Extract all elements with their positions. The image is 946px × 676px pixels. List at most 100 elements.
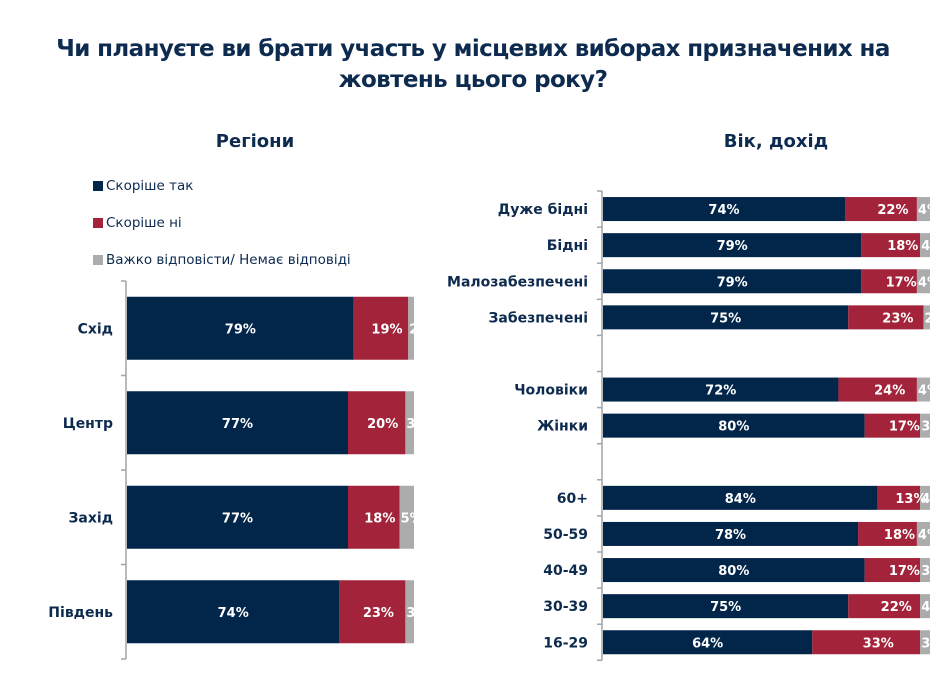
age-income-bar-hard [920,413,930,438]
age-income-value-label-no: 24% [874,384,905,399]
age-income-bar-hard [916,521,930,546]
legend-label-hard: Важко відповісти/ Немає відповіді [106,251,351,268]
regions-value-label-yes: 79% [225,322,256,337]
age-income-value-label-no: 18% [884,528,915,543]
age-income-bar-no [848,305,924,330]
age-income-value-label-no: 17% [889,420,920,435]
age-income-value-label-hard: 2% [924,311,946,326]
age-income-value-label-no: 22% [877,203,908,218]
age-income-bar-yes [603,521,859,546]
age-income-bar-hard [920,594,930,619]
age-income-value-label-yes: 74% [708,203,739,218]
regions-bar-no [347,391,406,455]
age-income-category-label: 40-49 [543,563,588,579]
age-income-category-label: 50-59 [543,527,588,543]
legend: Скоріше так Скоріше ні Важко відповісти/… [93,176,351,287]
age-income-category-label: Забезпечені [488,310,588,326]
legend-label-yes: Скоріше так [106,177,194,194]
age-income-value-label-hard: 4% [921,600,943,615]
age-income-bar-hard [920,558,930,583]
regions-value-label-yes: 77% [222,511,253,526]
age-income-bar-no [877,485,921,510]
age-income-value-label-hard: 4% [918,275,940,290]
age-income-value-label-no: 17% [886,275,917,290]
age-income-value-label-no: 33% [863,636,894,651]
regions-bar-yes [127,391,348,455]
regions-value-label-no: 19% [371,322,402,337]
age-income-bar-hard [923,305,930,330]
age-income-bar-yes [603,594,849,619]
age-income-value-label-no: 18% [887,239,918,254]
age-income-value-label-yes: 79% [717,239,748,254]
regions-bar-yes [127,296,354,360]
regions-bar-no [353,296,409,360]
regions-bar-hard [408,296,414,360]
regions-value-label-hard: 3% [406,606,428,621]
age-income-value-label-hard: 4% [921,492,943,507]
age-income-bar-no [861,269,917,294]
chart-title-line-2: жовтень цього року? [338,67,608,93]
age-income-value-label-hard: 4% [918,528,940,543]
age-income-bar-no [838,377,917,402]
age-income-category-label: Дуже бідні [498,202,588,218]
age-income-value-label-yes: 78% [715,528,746,543]
age-income-bar-yes [603,233,862,258]
regions-value-label-hard: 2% [409,322,431,337]
regions-value-label-no: 20% [367,417,398,432]
age-income-panel-title: Вік, дохід [723,131,829,152]
regions-bar-hard [405,391,414,455]
legend-label-no: Скоріше ні [106,214,182,231]
age-income-bar-hard [916,269,930,294]
legend-item-yes: Скоріше так [93,176,351,195]
age-income-bar-no [861,233,921,258]
age-income-bar-hard [920,630,930,655]
age-income-category-label: Жінки [537,419,588,435]
regions-category-label: Центр [63,416,113,432]
age-income-bar-hard [920,485,930,510]
age-income-bar-yes [603,630,813,655]
age-income-value-label-yes: 80% [718,420,749,435]
age-income-bar-no [864,558,921,583]
regions-value-label-yes: 74% [218,606,249,621]
age-income-value-label-yes: 72% [705,384,736,399]
regions-category-label: Схід [78,321,113,337]
age-income-value-label-no: 23% [882,311,913,326]
age-income-bar-no [812,630,921,655]
regions-bar-hard [399,485,414,549]
age-income-bar-yes [603,558,865,583]
legend-swatch-yes [93,180,103,191]
legend-swatch-no [93,217,103,228]
regions-bar-no [347,485,400,549]
age-income-bar-yes [603,269,862,294]
age-income-bar-hard [920,233,930,258]
regions-bar-hard [405,580,414,644]
age-income-value-label-yes: 84% [725,492,756,507]
age-income-value-label-hard: 4% [918,203,940,218]
age-income-value-label-no: 17% [889,564,920,579]
legend-item-hard: Важко відповісти/ Немає відповіді [93,250,351,269]
age-income-value-label-yes: 79% [717,275,748,290]
age-income-bar-yes [603,377,839,402]
age-income-value-label-hard: 3% [921,420,943,435]
age-income-value-label-no: 13% [895,492,926,507]
regions-bar-no [339,580,406,644]
chart-title: Чи плануєте ви брати участь у місцевих в… [0,34,946,96]
age-income-category-label: 16-29 [543,635,588,651]
age-income-value-label-yes: 80% [718,564,749,579]
age-income-category-label: Чоловіки [514,383,588,399]
age-income-bar-hard [916,377,930,402]
regions-value-label-hard: 5% [401,511,423,526]
age-income-value-label-yes: 75% [710,311,741,326]
age-income-value-label-hard: 4% [921,239,943,254]
chart-title-line-1: Чи плануєте ви брати участь у місцевих в… [56,36,890,62]
age-income-bar-hard [916,197,930,222]
age-income-bar-no [848,594,921,619]
age-income-bar-yes [603,485,878,510]
age-income-bar-no [864,413,921,438]
age-income-value-label-hard: 3% [921,636,943,651]
age-income-value-label-hard: 3% [921,564,943,579]
regions-value-label-yes: 77% [222,417,253,432]
age-income-value-label-yes: 64% [692,636,723,651]
legend-swatch-hard [93,254,103,265]
